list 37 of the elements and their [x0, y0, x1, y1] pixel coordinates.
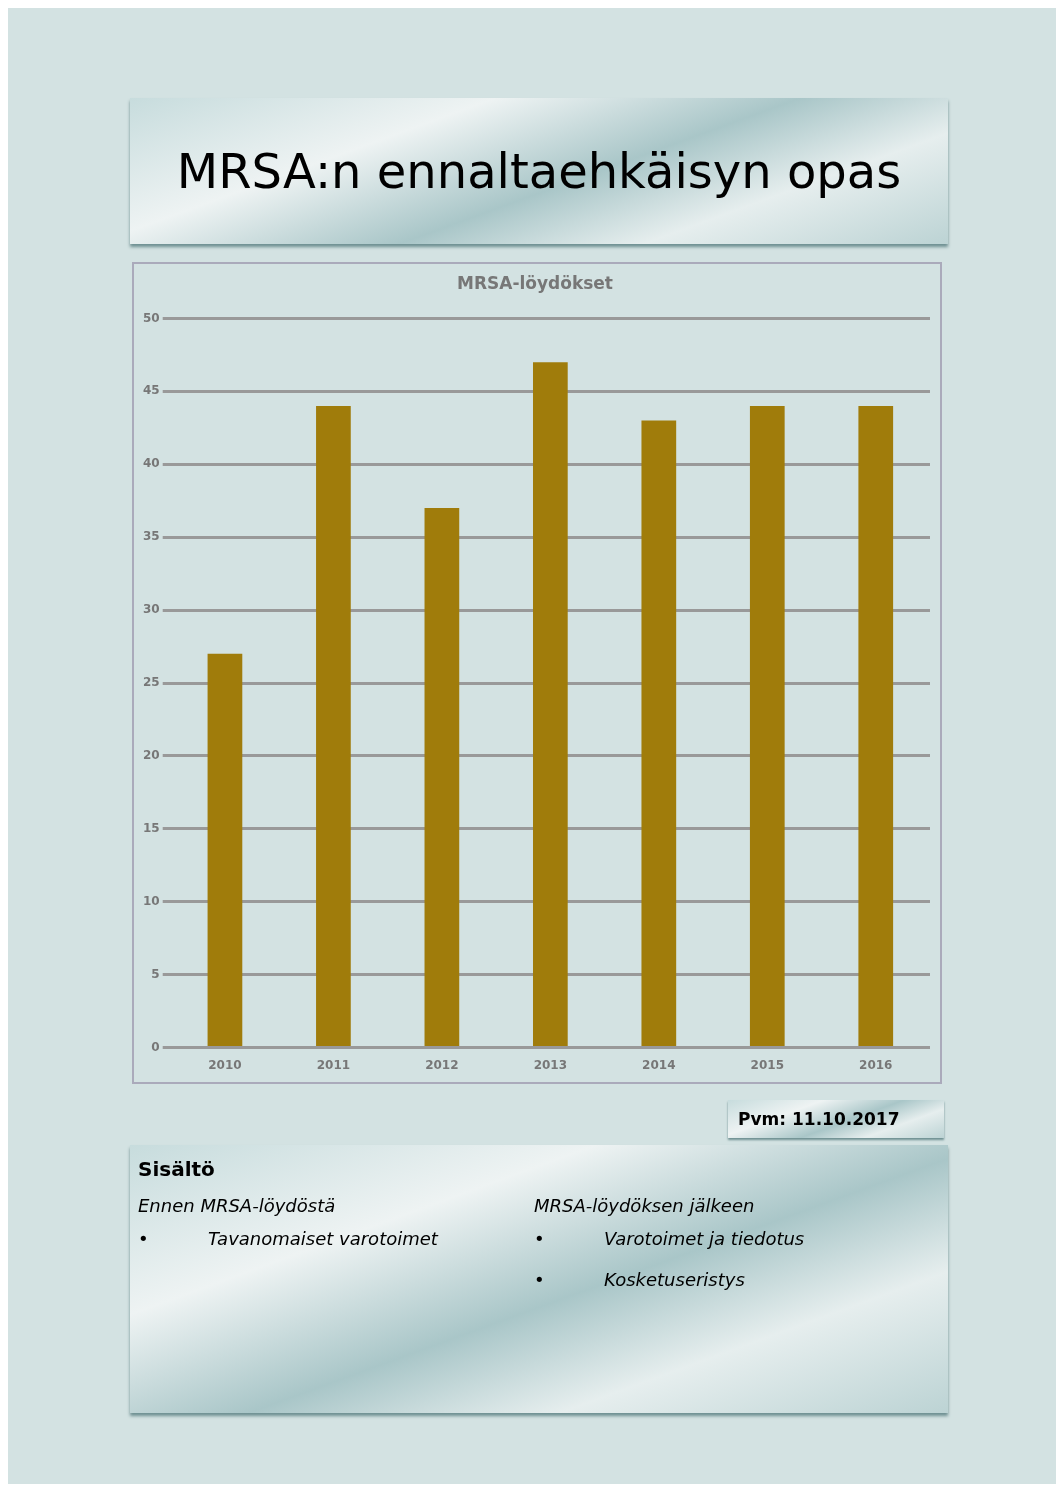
- text: MRSA-löydöksen jälkeen: [534, 1195, 756, 1216]
- y-tick-label: 40: [143, 456, 160, 471]
- bar: [207, 653, 243, 1047]
- bar: [424, 507, 460, 1047]
- x-tick-label: 2016: [859, 1057, 893, 1072]
- chart-title: MRSA-löydökset: [457, 272, 613, 293]
- y-tick-label: 50: [143, 310, 160, 325]
- x-tick-label: 2013: [533, 1057, 568, 1072]
- text: Pvm: 11.10.2017: [728, 1100, 944, 1138]
- text: •: [138, 1228, 150, 1249]
- text: Sisältö: [138, 1157, 216, 1181]
- text: Ennen MRSA-löydöstä: [138, 1195, 337, 1216]
- text: •: [534, 1228, 546, 1249]
- text: Kosketuseristys: [604, 1269, 745, 1290]
- x-tick-label: 2011: [316, 1057, 351, 1072]
- y-tick-label: 30: [143, 602, 160, 617]
- y-tick-label: 35: [143, 529, 160, 544]
- text: MRSA:n ennaltaehkäisyn opas: [130, 98, 948, 244]
- text: •: [534, 1269, 546, 1290]
- y-tick-label: 0: [151, 1039, 160, 1054]
- y-tick-label: 45: [143, 383, 160, 398]
- y-tick-label: 15: [143, 820, 160, 835]
- bar: [749, 405, 785, 1047]
- x-tick-label: 2014: [642, 1057, 676, 1072]
- x-tick-label: 2012: [425, 1057, 459, 1072]
- text: Tavanomaiset varotoimet: [208, 1228, 438, 1249]
- text: Varotoimet ja tiedotus: [604, 1228, 805, 1249]
- y-tick-label: 20: [143, 748, 160, 763]
- bar: [641, 420, 677, 1047]
- y-tick-label: 5: [151, 966, 160, 981]
- bar: [316, 405, 351, 1047]
- y-tick-label: 10: [143, 893, 160, 908]
- bar: [532, 362, 568, 1047]
- y-tick-label: 25: [143, 675, 160, 690]
- x-tick-label: 2015: [750, 1057, 784, 1072]
- x-tick-label: 2010: [208, 1057, 242, 1072]
- bar: [858, 405, 894, 1047]
